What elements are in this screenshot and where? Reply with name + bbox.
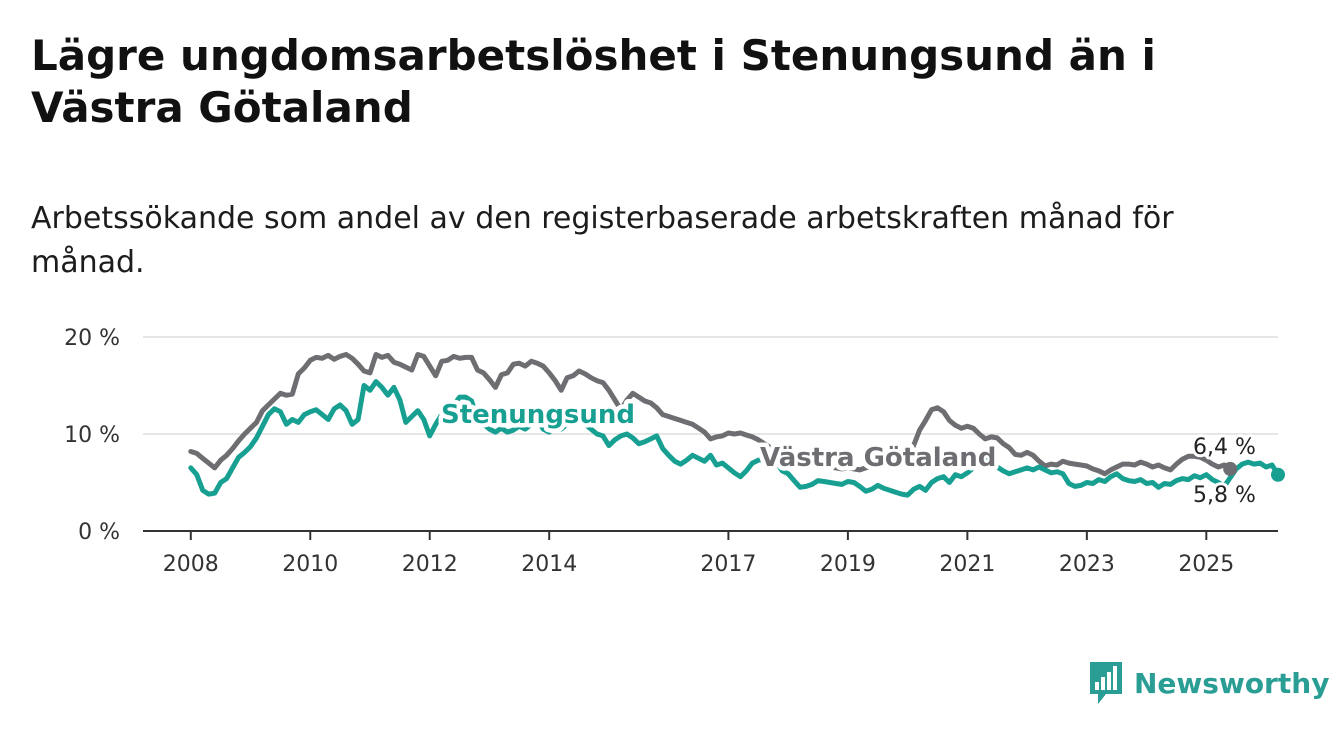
bar-chart-logo-icon: [1090, 662, 1122, 704]
x-tick-label: 2008: [163, 552, 219, 577]
x-tick-label: 2014: [521, 552, 577, 577]
x-tick-label: 2010: [282, 552, 338, 577]
x-tick-label: 2023: [1059, 552, 1115, 577]
end-value-label-vastra-gotaland: 6,4 %: [1193, 435, 1256, 460]
x-tick-label: 2021: [939, 552, 995, 577]
line-chart: 0 % 10 % 20 % 2008 2010 2012 2014 2017 2019 2021 2…: [64, 326, 1285, 577]
series-label-vastra-gotaland: Västra Götaland: [760, 443, 996, 473]
chart-subtitle: Arbetssökande som andel av den registerb…: [31, 201, 1174, 280]
x-tick-label: 2012: [402, 552, 458, 577]
y-tick-label: 10 %: [64, 423, 120, 448]
end-point-vastra-gotaland: [1223, 461, 1238, 476]
brand-name: Newsworthy: [1134, 666, 1330, 700]
y-tick-label: 20 %: [64, 326, 120, 351]
series-label-stenungsund: Stenungsund: [441, 400, 635, 430]
end-value-label-stenungsund: 5,8 %: [1193, 483, 1256, 508]
end-point-stenungsund: [1271, 467, 1285, 482]
x-tick-label: 2017: [700, 552, 756, 577]
series-line-stenungsund: [188, 379, 1281, 498]
series-line-vastra-gotaland: [188, 352, 1233, 477]
y-tick-label: 0 %: [78, 520, 120, 545]
newsworthy-logo: Newsworthy: [1088, 660, 1329, 706]
x-tick-label: 2019: [820, 552, 876, 577]
chart-title: Lägre ungdomsarbetslöshet i Stenungsund …: [31, 31, 1156, 132]
x-tick-label: 2025: [1178, 552, 1234, 577]
